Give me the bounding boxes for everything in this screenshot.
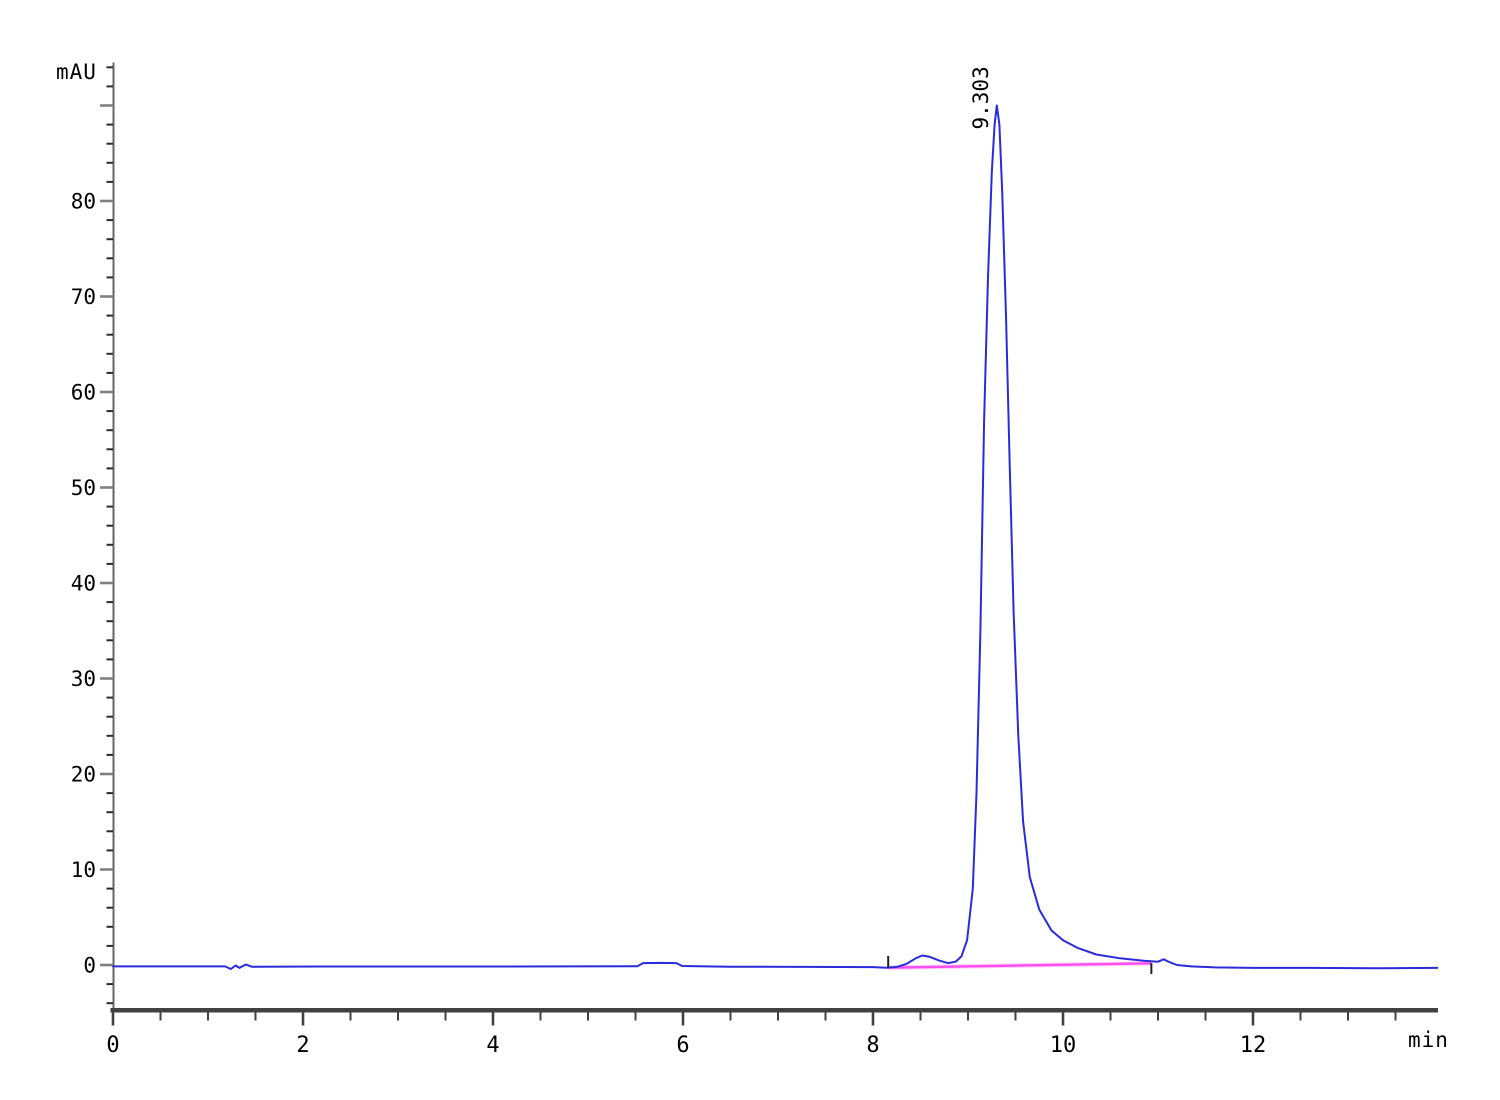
x-tick-label: 10	[1050, 1033, 1077, 1058]
x-tick-label: 8	[866, 1033, 879, 1058]
x-tick-label: 0	[106, 1033, 119, 1058]
x-tick-label: 2	[296, 1033, 309, 1058]
y-tick-label: 70	[71, 285, 96, 309]
y-tick-label: 30	[71, 667, 96, 691]
x-axis-line	[110, 1008, 1438, 1013]
y-tick-label: 40	[71, 572, 96, 596]
y-tick-label: 20	[71, 763, 96, 787]
y-axis-unit-label: mAU	[56, 60, 97, 84]
peak-rt-label: 9.303	[969, 66, 993, 129]
x-tick-label: 12	[1240, 1033, 1267, 1058]
y-tick-label: 50	[71, 476, 96, 500]
x-axis-unit-label: min	[1408, 1028, 1449, 1052]
integration-baseline	[888, 962, 1152, 969]
y-tick-label: 10	[71, 858, 96, 882]
x-tick-label: 4	[486, 1033, 499, 1058]
y-tick-label: 0	[83, 954, 96, 978]
signal-trace	[112, 104, 1439, 970]
x-tick-label: 6	[676, 1033, 689, 1058]
y-tick-label: 80	[71, 190, 96, 214]
y-tick-label: 60	[71, 381, 96, 405]
